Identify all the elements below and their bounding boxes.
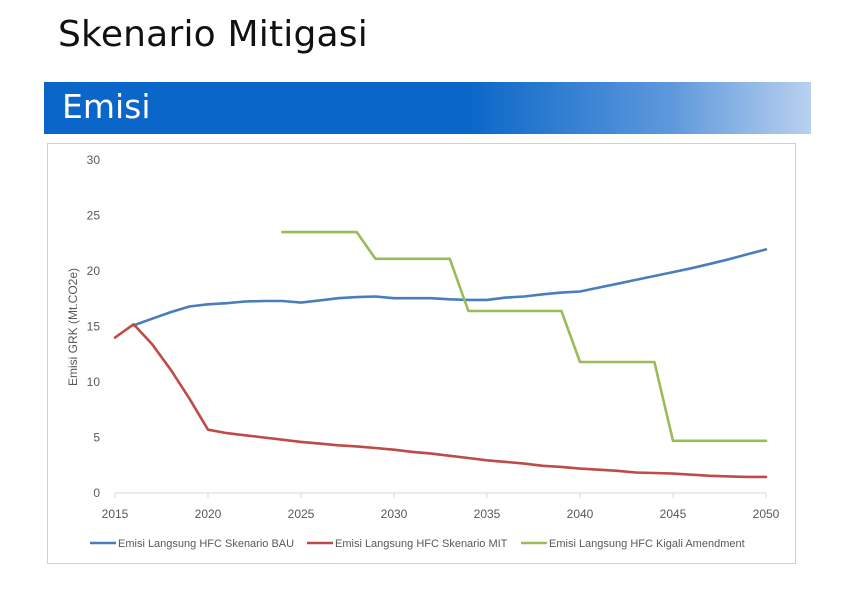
x-tick-label: 2025 — [288, 507, 315, 521]
y-tick-label: 25 — [87, 209, 101, 223]
y-axis-title: Emisi GRK (Mt.CO2e) — [66, 268, 80, 386]
y-tick-label: 30 — [87, 153, 101, 167]
y-tick-label: 10 — [87, 375, 101, 389]
x-tick-label: 2040 — [567, 507, 594, 521]
x-tick-label: 2015 — [102, 507, 129, 521]
legend-label-3: Emisi Langsung HFC Kigali Amendment — [549, 538, 745, 550]
series-line-3 — [281, 230, 768, 443]
x-tick-label: 2035 — [474, 507, 501, 521]
series-line-2 — [113, 322, 768, 479]
x-tick-label: 2050 — [753, 507, 780, 521]
x-tick-label: 2030 — [381, 507, 408, 521]
section-band — [44, 82, 811, 134]
chart-frame — [47, 143, 796, 564]
legend-label-2: Emisi Langsung HFC Skenario MIT — [335, 538, 508, 550]
y-tick-label: 20 — [87, 264, 101, 278]
y-tick-label: 5 — [93, 431, 100, 445]
legend-label-1: Emisi Langsung HFC Skenario BAU — [118, 538, 294, 550]
slide-title: Skenario Mitigasi — [58, 14, 368, 55]
chart-legend: Emisi Langsung HFC Skenario BAU Emisi Lan… — [90, 538, 745, 550]
x-tick-label: 2020 — [195, 507, 222, 521]
series-line-1 — [132, 248, 768, 327]
x-tick-label: 2045 — [660, 507, 687, 521]
y-tick-label: 15 — [87, 320, 101, 334]
section-label: Emisi — [62, 87, 151, 126]
chart-series — [113, 230, 768, 479]
y-tick-label: 0 — [93, 486, 100, 500]
